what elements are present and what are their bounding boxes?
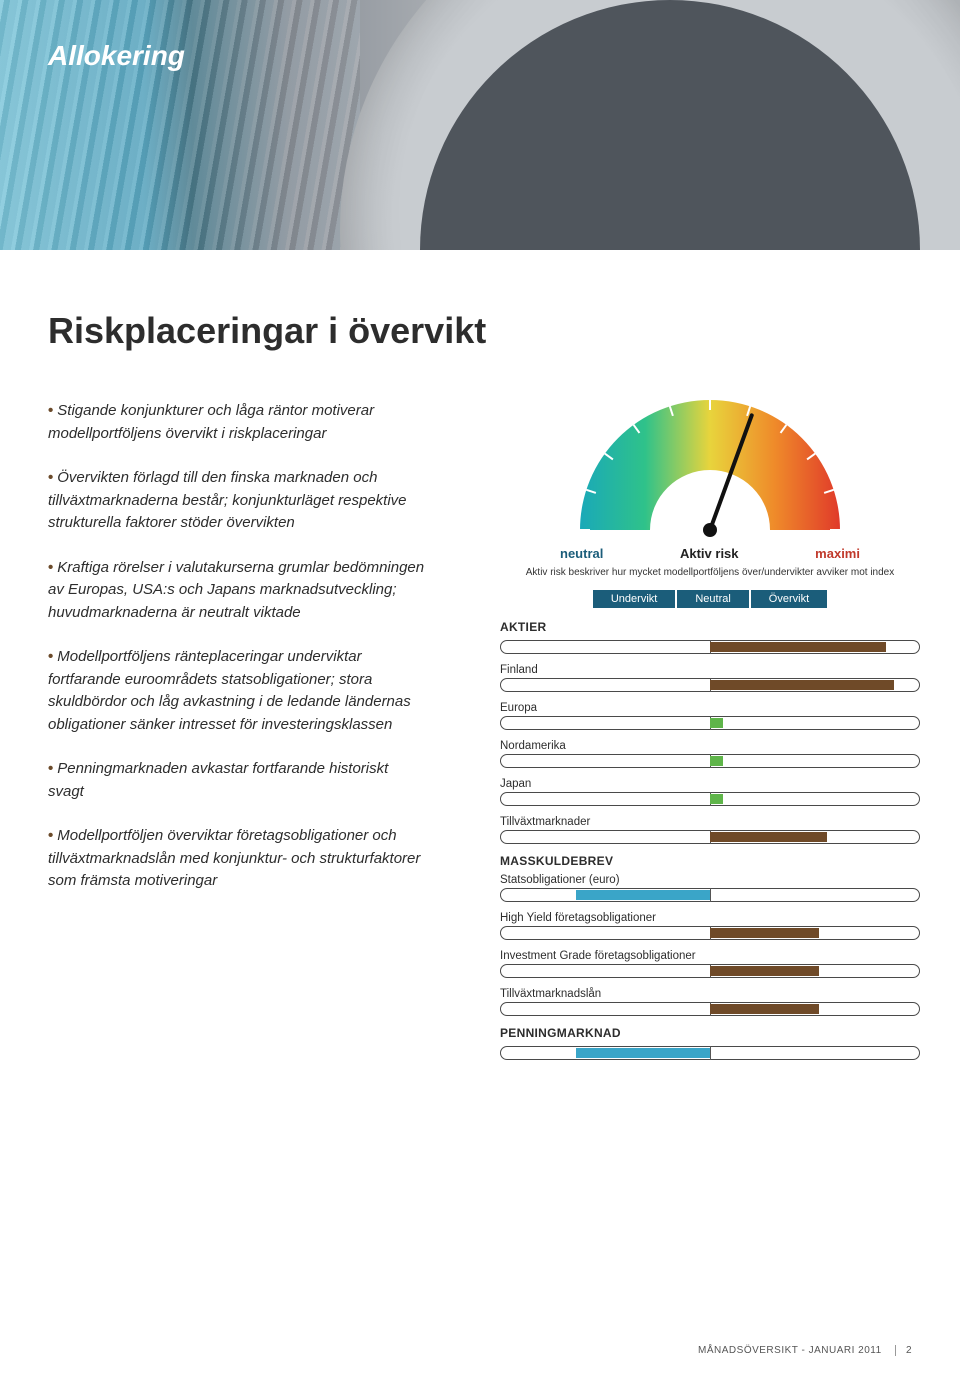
- page-title: Riskplaceringar i övervikt: [48, 310, 486, 352]
- bar-label: Japan: [500, 778, 920, 790]
- bar-fill: [710, 966, 819, 976]
- gauge-label-center: Aktiv risk: [680, 546, 739, 561]
- legend-overvikt: Övervikt: [751, 590, 827, 608]
- bar-fill: [710, 832, 827, 842]
- bullet-marker: •: [48, 469, 57, 486]
- bar-row: Japan: [500, 778, 920, 806]
- bullet-marker: •: [48, 559, 57, 576]
- bar-row: Investment Grade företagsobligationer: [500, 950, 920, 978]
- bar-label: High Yield företagsobligationer: [500, 912, 920, 924]
- bar-fill: [710, 680, 894, 690]
- bar-label: Finland: [500, 664, 920, 676]
- bar-row: Tillväxtmarknader: [500, 816, 920, 844]
- bar-row: Tillväxtmarknadslån: [500, 988, 920, 1016]
- bar-track: [500, 678, 920, 692]
- header-stripes: [0, 0, 360, 250]
- weight-legend: Undervikt Neutral Övervikt: [500, 590, 920, 608]
- bar-track: [500, 1002, 920, 1016]
- bar-track: [500, 792, 920, 806]
- bar-track: [500, 926, 920, 940]
- bar-label: Investment Grade företagsobligationer: [500, 950, 920, 962]
- section-header: PENNINGMARKNAD: [500, 1026, 920, 1040]
- bar-label: Europa: [500, 702, 920, 714]
- bar-track: [500, 964, 920, 978]
- bar-label: Statsobligationer (euro): [500, 874, 920, 886]
- gauge-subtext: Aktiv risk beskriver hur mycket modellpo…: [500, 567, 920, 578]
- bar-label: Nordamerika: [500, 740, 920, 752]
- bar-fill: [710, 756, 723, 766]
- bar-fill: [576, 890, 710, 900]
- bar-row: [500, 1046, 920, 1060]
- bar-fill: [576, 1048, 710, 1058]
- bar-row: Europa: [500, 702, 920, 730]
- bar-fill: [710, 718, 723, 728]
- bar-track: [500, 716, 920, 730]
- bar-center-line: [710, 1046, 711, 1060]
- bar-track: [500, 754, 920, 768]
- gauge-semicircle: [560, 380, 860, 540]
- bar-fill: [710, 642, 886, 652]
- section-header: MASSKULDEBREV: [500, 854, 920, 868]
- risk-gauge: neutral Aktiv risk maximi Aktiv risk bes…: [500, 380, 920, 622]
- category-label: Allokering: [48, 40, 185, 72]
- allocation-bars: AKTIER Finland Europa Nordamerika Japan Tillv…: [500, 610, 920, 1070]
- bullet-list: •Stigande konjunkturer och låga räntor m…: [48, 400, 428, 915]
- page-footer: MÅNADSÖVERSIKT - JANUARI 2011 2: [698, 1345, 912, 1356]
- bullet-item: •Övervikten förlagd till den finska mark…: [48, 467, 428, 535]
- bar-fill: [710, 928, 819, 938]
- header-image: Allokering: [0, 0, 960, 250]
- bullet-item: •Penningmarknaden avkastar fortfarande h…: [48, 758, 428, 803]
- bar-row: High Yield företagsobligationer: [500, 912, 920, 940]
- bar-row: Nordamerika: [500, 740, 920, 768]
- footer-text: MÅNADSÖVERSIKT - JANUARI 2011: [698, 1345, 882, 1356]
- bar-row: Finland: [500, 664, 920, 692]
- bar-fill: [710, 794, 723, 804]
- legend-undervikt: Undervikt: [593, 590, 675, 608]
- bullet-marker: •: [48, 760, 57, 777]
- bar-row: Statsobligationer (euro): [500, 874, 920, 902]
- footer-page-number: 2: [895, 1345, 912, 1356]
- bar-label: Tillväxtmarknadslån: [500, 988, 920, 1000]
- bullet-item: •Modellportföljens ränteplaceringar unde…: [48, 646, 428, 736]
- bullet-item: •Kraftiga rörelser i valutakurserna grum…: [48, 557, 428, 625]
- bar-track: [500, 830, 920, 844]
- bar-fill: [710, 1004, 819, 1014]
- bar-track: [500, 1046, 920, 1060]
- gauge-label-neutral: neutral: [560, 546, 603, 561]
- legend-neutral: Neutral: [677, 590, 748, 608]
- bullet-item: •Modellportföljen överviktar företagsobl…: [48, 825, 428, 893]
- bar-track: [500, 888, 920, 902]
- bullet-item: •Stigande konjunkturer och låga räntor m…: [48, 400, 428, 445]
- bullet-marker: •: [48, 402, 57, 419]
- bar-row: [500, 640, 920, 654]
- bullet-marker: •: [48, 827, 57, 844]
- section-header: AKTIER: [500, 620, 920, 634]
- bar-track: [500, 640, 920, 654]
- bar-center-line: [710, 888, 711, 902]
- gauge-label-maximi: maximi: [815, 546, 860, 561]
- bar-label: Tillväxtmarknader: [500, 816, 920, 828]
- bullet-marker: •: [48, 648, 57, 665]
